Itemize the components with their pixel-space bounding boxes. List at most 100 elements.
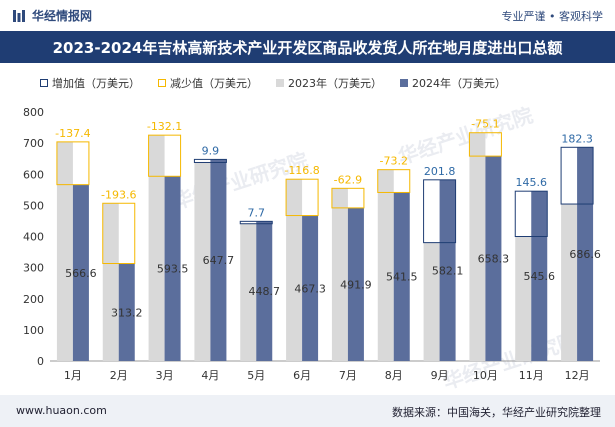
- bar-2023: [102, 203, 119, 361]
- bar-2023: [194, 162, 211, 361]
- bar-2024: [439, 179, 456, 361]
- bar-2023: [286, 179, 303, 361]
- value-label-2024: 686.6: [569, 248, 601, 261]
- chart-title-bar: 2023-2024年吉林高新技术产业开发区商品收发货人所在地月度进出口总额: [0, 31, 615, 63]
- bar-2023: [469, 132, 486, 361]
- change-label: 9.9: [202, 144, 220, 157]
- x-tick-label: 9月: [431, 369, 449, 382]
- change-box-increase: [423, 179, 457, 244]
- value-label-2024: 313.2: [111, 306, 143, 319]
- brand: 华经情报网: [12, 7, 92, 24]
- x-tick-label: 1月: [64, 369, 82, 382]
- bar-2023: [148, 135, 165, 361]
- y-tick-label: 300: [23, 262, 44, 275]
- change-label: 201.8: [424, 165, 456, 178]
- x-tick-label: 11月: [519, 369, 544, 382]
- x-tick-label: 8月: [385, 369, 403, 382]
- x-tick-label: 4月: [201, 369, 219, 382]
- change-label: 145.6: [516, 176, 548, 189]
- x-tick-label: 12月: [565, 369, 590, 382]
- y-tick-label: 400: [23, 231, 44, 244]
- change-label: 182.3: [561, 132, 593, 145]
- change-label: -137.4: [55, 127, 90, 140]
- bar-2024: [118, 263, 135, 361]
- bar-2023: [56, 141, 73, 361]
- change-label: 7.7: [248, 206, 266, 219]
- legend-2024-label: 2024年（万美元）: [412, 77, 506, 90]
- brand-logo-icon: [13, 9, 25, 22]
- bar-chart: 0 100 200 300 400 500 600 700 800 -137.4 566.6 1月 -1…: [23, 106, 601, 382]
- change-label: -62.9: [334, 173, 362, 186]
- y-tick-label: 0: [37, 355, 44, 368]
- legend-increase-swatch: [40, 79, 48, 87]
- value-label-2024: 566.6: [65, 267, 97, 280]
- bar-2024: [302, 215, 319, 361]
- legend-2023-label: 2023年（万美元）: [288, 77, 382, 90]
- footer: www.huaon.com 数据来源：中国海关，华经产业研究院整理: [0, 395, 615, 427]
- change-box-decrease: [331, 187, 365, 209]
- change-box-decrease: [377, 169, 411, 193]
- value-label-2024: 545.6: [524, 270, 556, 283]
- value-label-2024: 593.5: [157, 263, 189, 276]
- change-box-decrease: [148, 134, 182, 177]
- change-box-decrease: [468, 132, 502, 157]
- legend-decrease-swatch: [158, 79, 166, 87]
- bar-2024: [393, 192, 410, 361]
- change-box-decrease: [102, 202, 136, 265]
- legend-2024: 2024年（万美元）: [400, 75, 506, 91]
- change-box-increase: [239, 220, 273, 225]
- top-bar: 华经情报网 专业严谨 • 客观科学: [0, 0, 615, 30]
- bar-2023: [240, 223, 257, 361]
- bar-2023: [515, 236, 532, 361]
- y-tick-label: 200: [23, 293, 44, 306]
- change-label: -132.1: [147, 120, 182, 133]
- legend-increase: 增加值（万美元）: [40, 75, 140, 91]
- bar-2023: [561, 204, 578, 361]
- legend-decrease-label: 减少值（万美元）: [170, 77, 258, 90]
- value-label-2024: 647.7: [203, 254, 235, 267]
- y-tick-label: 500: [23, 199, 44, 212]
- legend-2023: 2023年（万美元）: [276, 75, 382, 91]
- y-tick-label: 800: [23, 106, 44, 119]
- value-label-2024: 541.5: [386, 271, 418, 284]
- bar-2023: [423, 242, 440, 361]
- bar-2024: [577, 147, 594, 361]
- footer-url: www.huaon.com: [16, 404, 107, 417]
- y-tick-label: 600: [23, 168, 44, 181]
- bar-2024: [210, 159, 227, 361]
- x-tick-label: 10月: [473, 369, 498, 382]
- y-tick-label: 100: [23, 324, 44, 337]
- value-label-2024: 467.3: [294, 282, 326, 295]
- legend: 增加值（万美元） 减少值（万美元） 2023年（万美元） 2024年（万美元）: [40, 75, 506, 91]
- y-tick-label: 700: [23, 137, 44, 150]
- value-label-2024: 448.7: [249, 285, 281, 298]
- bar-2023: [331, 188, 348, 361]
- tagline: 专业严谨 • 客观科学: [501, 10, 603, 23]
- change-label: -116.8: [284, 164, 319, 177]
- change-label: -193.6: [101, 188, 136, 201]
- change-box-decrease: [285, 178, 319, 217]
- x-tick-label: 6月: [293, 369, 311, 382]
- change-box-increase: [514, 190, 548, 238]
- legend-2024-swatch: [400, 79, 408, 87]
- chart-title: 2023-2024年吉林高新技术产业开发区商品收发货人所在地月度进出口总额: [52, 38, 563, 57]
- bar-2023: [377, 169, 394, 361]
- value-label-2024: 658.3: [478, 253, 510, 266]
- change-box-increase: [193, 158, 227, 163]
- legend-2023-swatch: [276, 79, 284, 87]
- x-tick-label: 3月: [156, 369, 174, 382]
- x-tick-label: 7月: [339, 369, 357, 382]
- change-box-increase: [560, 146, 594, 205]
- legend-increase-label: 增加值（万美元）: [52, 77, 140, 90]
- x-tick-label: 2月: [110, 369, 128, 382]
- value-label-2024: 582.1: [432, 264, 464, 277]
- change-label: -75.1: [471, 118, 499, 131]
- brand-name: 华经情报网: [32, 9, 93, 23]
- legend-decrease: 减少值（万美元）: [158, 75, 258, 91]
- bar-2024: [256, 221, 273, 361]
- bar-2024: [485, 156, 502, 361]
- bar-2024: [347, 207, 364, 361]
- value-label-2024: 491.9: [340, 278, 372, 291]
- change-label: -73.2: [380, 155, 408, 168]
- bar-2024: [531, 191, 548, 361]
